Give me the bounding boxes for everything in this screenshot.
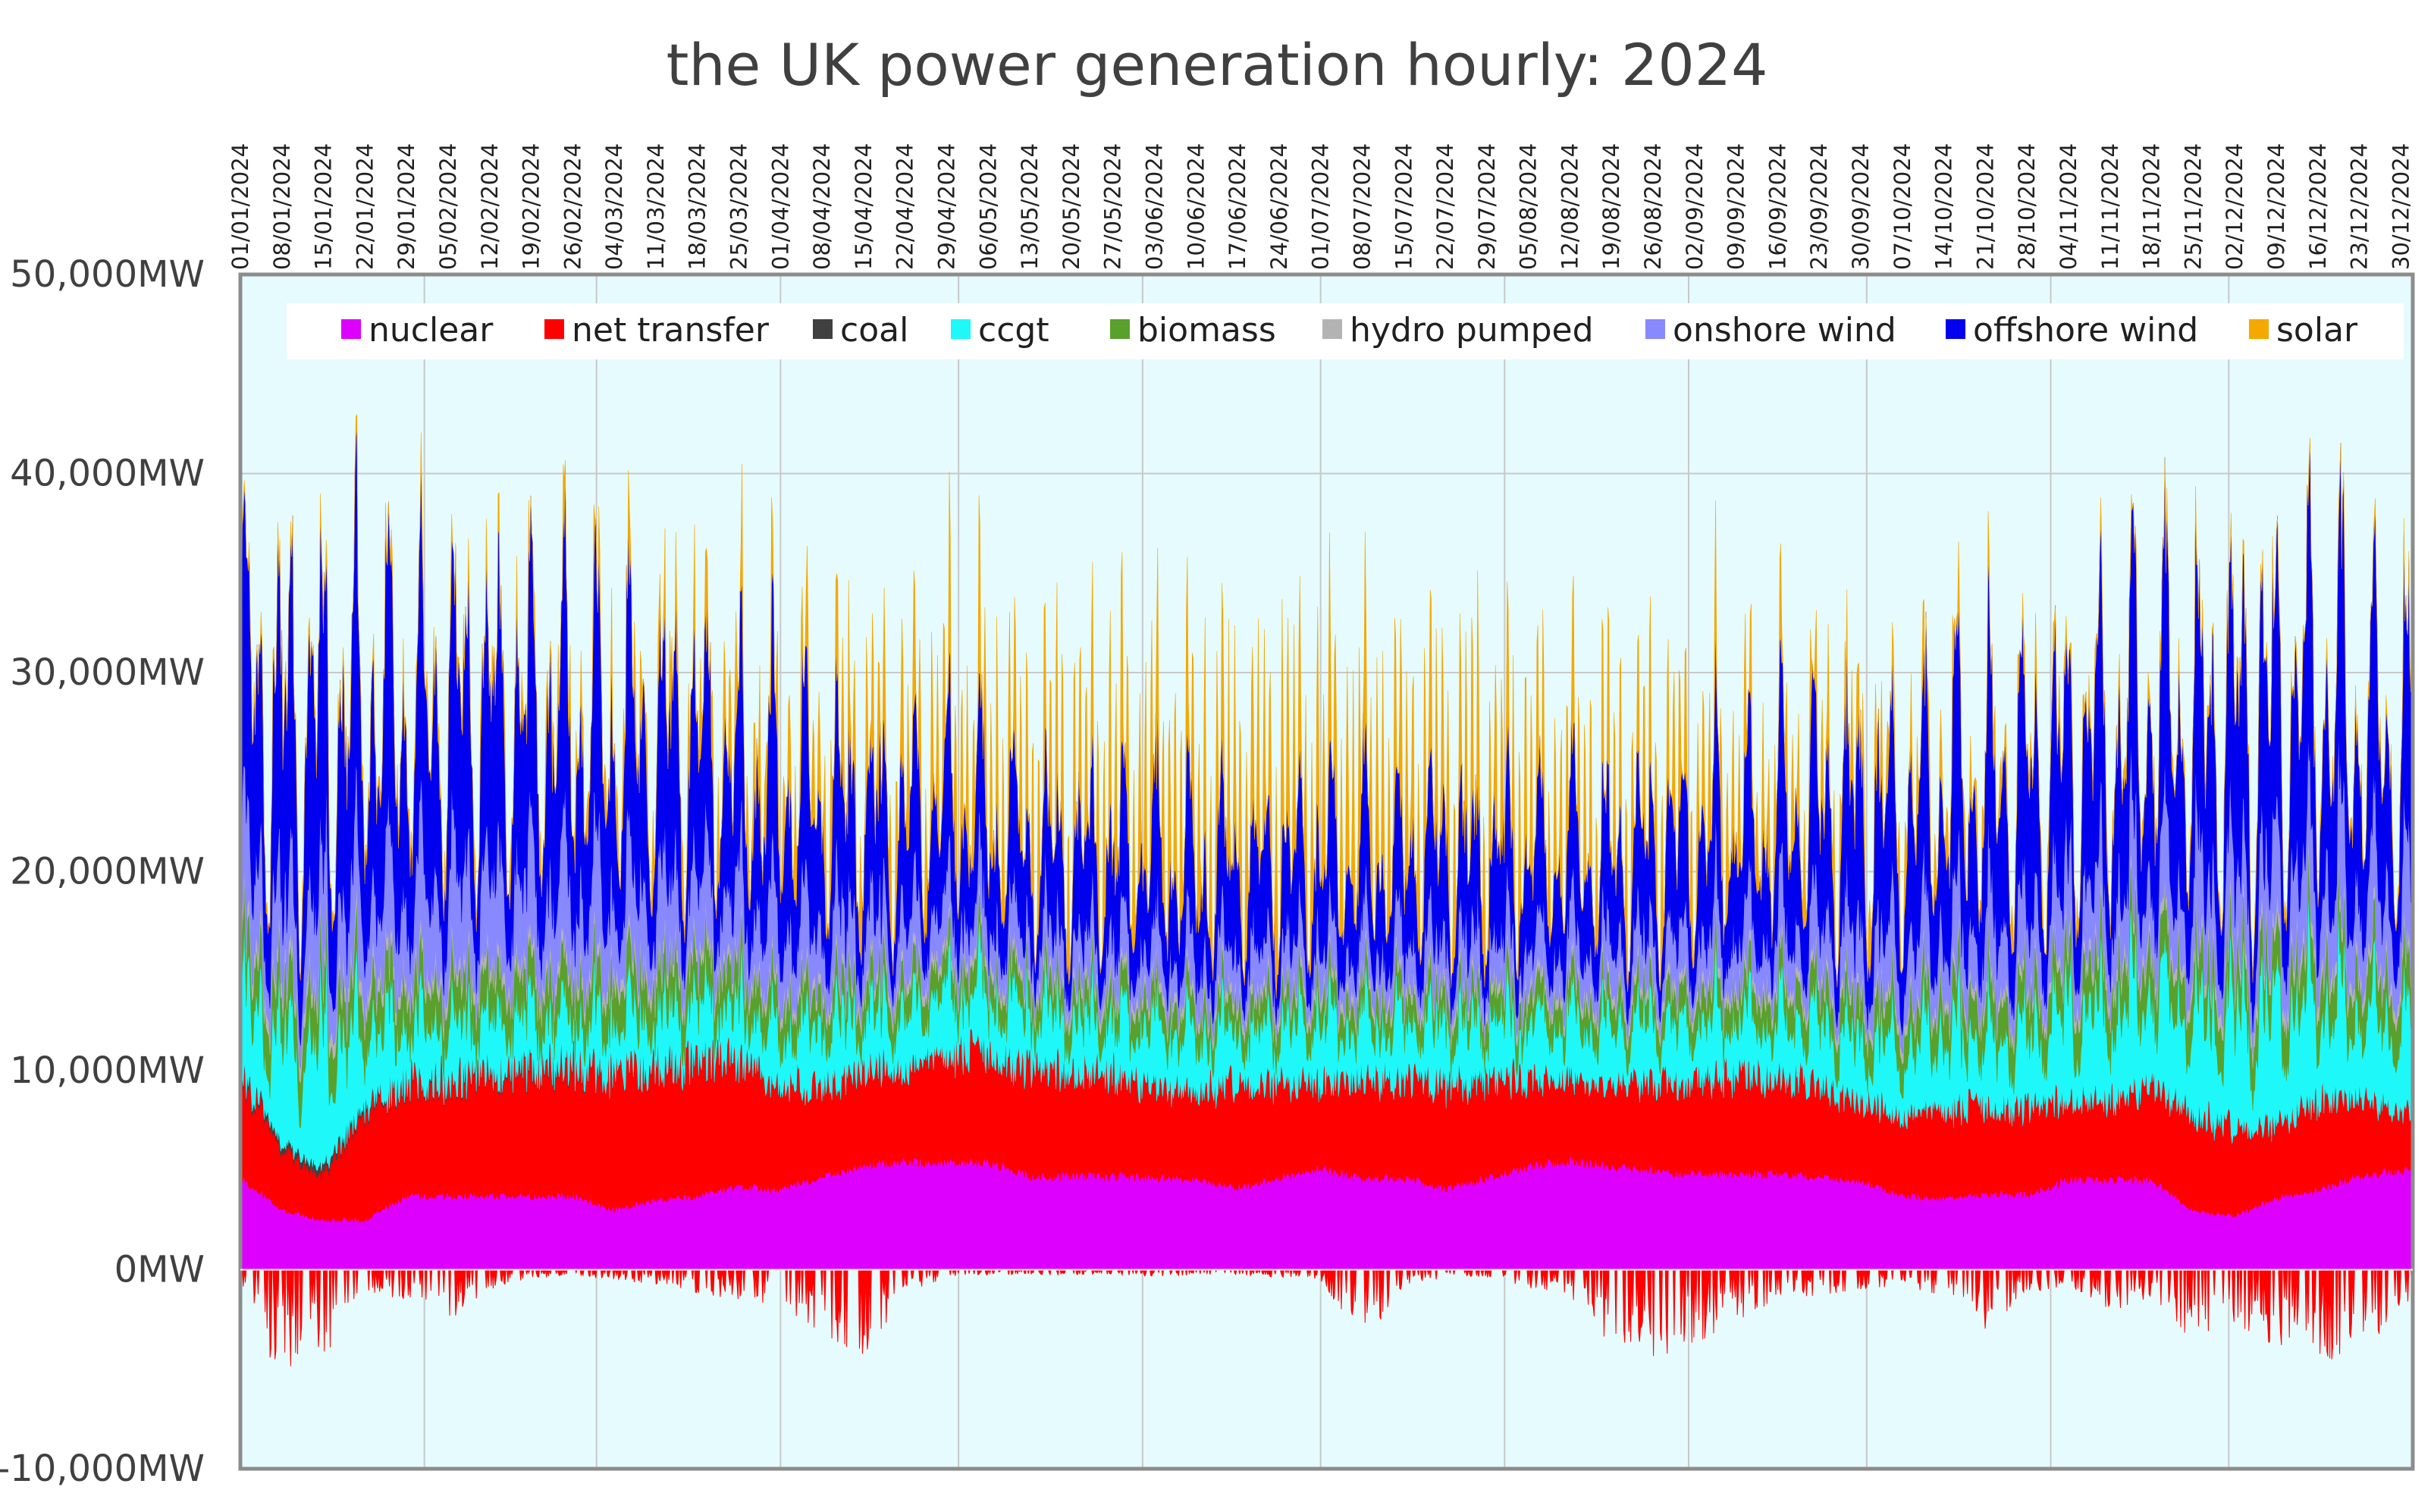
legend-label-onshore-wind: onshore wind [1673, 311, 1896, 350]
x-tick-label: 22/04/2024 [892, 143, 918, 270]
x-tick-label: 25/03/2024 [726, 143, 752, 270]
legend: nuclear net transfer coal ccgt biomass hydro … [287, 303, 2404, 359]
legend-box [287, 303, 2404, 359]
x-tick-label: 14/10/2024 [1931, 143, 1957, 270]
x-tick-label: 21/10/2024 [1972, 143, 1998, 270]
x-tick-label: 29/04/2024 [934, 143, 960, 270]
x-tick-label: 01/07/2024 [1308, 143, 1334, 270]
legend-swatch-biomass [1110, 319, 1130, 339]
x-tick-label: 03/06/2024 [1141, 143, 1167, 270]
x-tick-label: 23/09/2024 [1806, 143, 1832, 270]
legend-swatch-nuclear [341, 319, 361, 339]
legend-swatch-hydro-pumped [1322, 319, 1342, 339]
legend-label-hydro-pumped: hydro pumped [1350, 311, 1594, 350]
legend-label-offshore-wind: offshore wind [1973, 311, 2198, 350]
y-tick-label: -10,000MW [0, 1448, 205, 1490]
x-tick-label: 30/12/2024 [2388, 143, 2414, 270]
x-tick-label: 19/02/2024 [519, 143, 544, 270]
x-tick-label: 08/07/2024 [1349, 143, 1375, 270]
x-tick-label: 04/11/2024 [2056, 143, 2081, 270]
y-tick-label: 30,000MW [10, 651, 205, 694]
x-tick-label: 05/02/2024 [435, 143, 461, 270]
x-tick-label: 26/08/2024 [1640, 143, 1666, 270]
x-tick-label: 01/04/2024 [767, 143, 793, 270]
x-tick-label: 12/02/2024 [477, 143, 503, 270]
y-tick-label: 0MW [114, 1249, 205, 1291]
chart-title: the UK power generation hourly: 2024 [667, 31, 1768, 99]
legend-label-biomass: biomass [1137, 311, 1276, 350]
x-tick-label: 15/04/2024 [851, 143, 877, 270]
x-tick-label: 24/06/2024 [1266, 143, 1292, 270]
y-tick-label: 20,000MW [10, 851, 205, 893]
x-tick-label: 05/08/2024 [1516, 143, 1542, 270]
x-tick-label: 13/05/2024 [1017, 143, 1043, 270]
x-tick-label: 15/01/2024 [311, 143, 337, 270]
x-tick-label: 11/11/2024 [2097, 143, 2123, 270]
legend-swatch-coal [813, 319, 833, 339]
x-tick-label: 28/10/2024 [2014, 143, 2040, 270]
x-tick-label: 18/11/2024 [2139, 143, 2165, 270]
legend-label-nuclear: nuclear [369, 311, 494, 350]
series-layer [240, 413, 2414, 1366]
legend-label-ccgt: ccgt [978, 311, 1049, 350]
x-tick-label: 07/10/2024 [1890, 143, 1915, 270]
x-tick-label: 09/12/2024 [2263, 143, 2289, 270]
x-tick-label: 12/08/2024 [1557, 143, 1582, 270]
legend-label-net-transfer: net transfer [572, 311, 770, 350]
legend-label-solar: solar [2276, 311, 2358, 350]
x-tick-label: 25/11/2024 [2180, 143, 2206, 270]
legend-swatch-offshore-wind [1946, 319, 1965, 339]
x-tick-label: 22/01/2024 [352, 143, 378, 270]
legend-swatch-net-transfer [544, 319, 564, 339]
x-tick-label: 23/12/2024 [2347, 143, 2373, 270]
y-tick-label: 40,000MW [10, 453, 205, 495]
legend-swatch-onshore-wind [1645, 319, 1665, 339]
x-tick-label: 02/12/2024 [2222, 143, 2247, 270]
x-tick-label: 16/12/2024 [2305, 143, 2331, 270]
x-tick-label: 17/06/2024 [1225, 143, 1250, 270]
plot-frame [238, 272, 2415, 1471]
x-tick-label: 04/03/2024 [601, 143, 627, 270]
x-tick-label: 22/07/2024 [1432, 143, 1458, 270]
x-tick-label: 15/07/2024 [1391, 143, 1416, 270]
axes: 50,000MW 40,000MW 30,000MW 20,000MW 10,000MW… [0, 143, 2415, 1490]
x-tick-label: 06/05/2024 [975, 143, 1001, 270]
x-tick-label: 27/05/2024 [1100, 143, 1126, 270]
x-tick-label: 10/06/2024 [1183, 143, 1209, 270]
x-tick-label: 02/09/2024 [1682, 143, 1708, 270]
x-tick-label: 20/05/2024 [1059, 143, 1084, 270]
x-tick-label: 09/09/2024 [1724, 143, 1749, 270]
x-tick-label: 29/01/2024 [394, 143, 419, 270]
x-tick-label: 30/09/2024 [1848, 143, 1874, 270]
legend-swatch-ccgt [951, 319, 971, 339]
y-tick-label: 10,000MW [10, 1049, 205, 1092]
x-tick-label: 01/01/2024 [227, 143, 253, 270]
x-tick-label: 16/09/2024 [1764, 143, 1790, 270]
x-tick-label: 26/02/2024 [560, 143, 585, 270]
y-tick-label: 50,000MW [10, 253, 205, 296]
x-tick-label: 08/04/2024 [809, 143, 835, 270]
legend-label-coal: coal [840, 311, 908, 350]
legend-swatch-solar [2249, 319, 2269, 339]
x-tick-label: 08/01/2024 [269, 143, 295, 270]
x-tick-label: 19/08/2024 [1598, 143, 1624, 270]
x-tick-label: 18/03/2024 [685, 143, 710, 270]
x-tick-label: 29/07/2024 [1474, 143, 1500, 270]
x-tick-label: 11/03/2024 [643, 143, 669, 270]
